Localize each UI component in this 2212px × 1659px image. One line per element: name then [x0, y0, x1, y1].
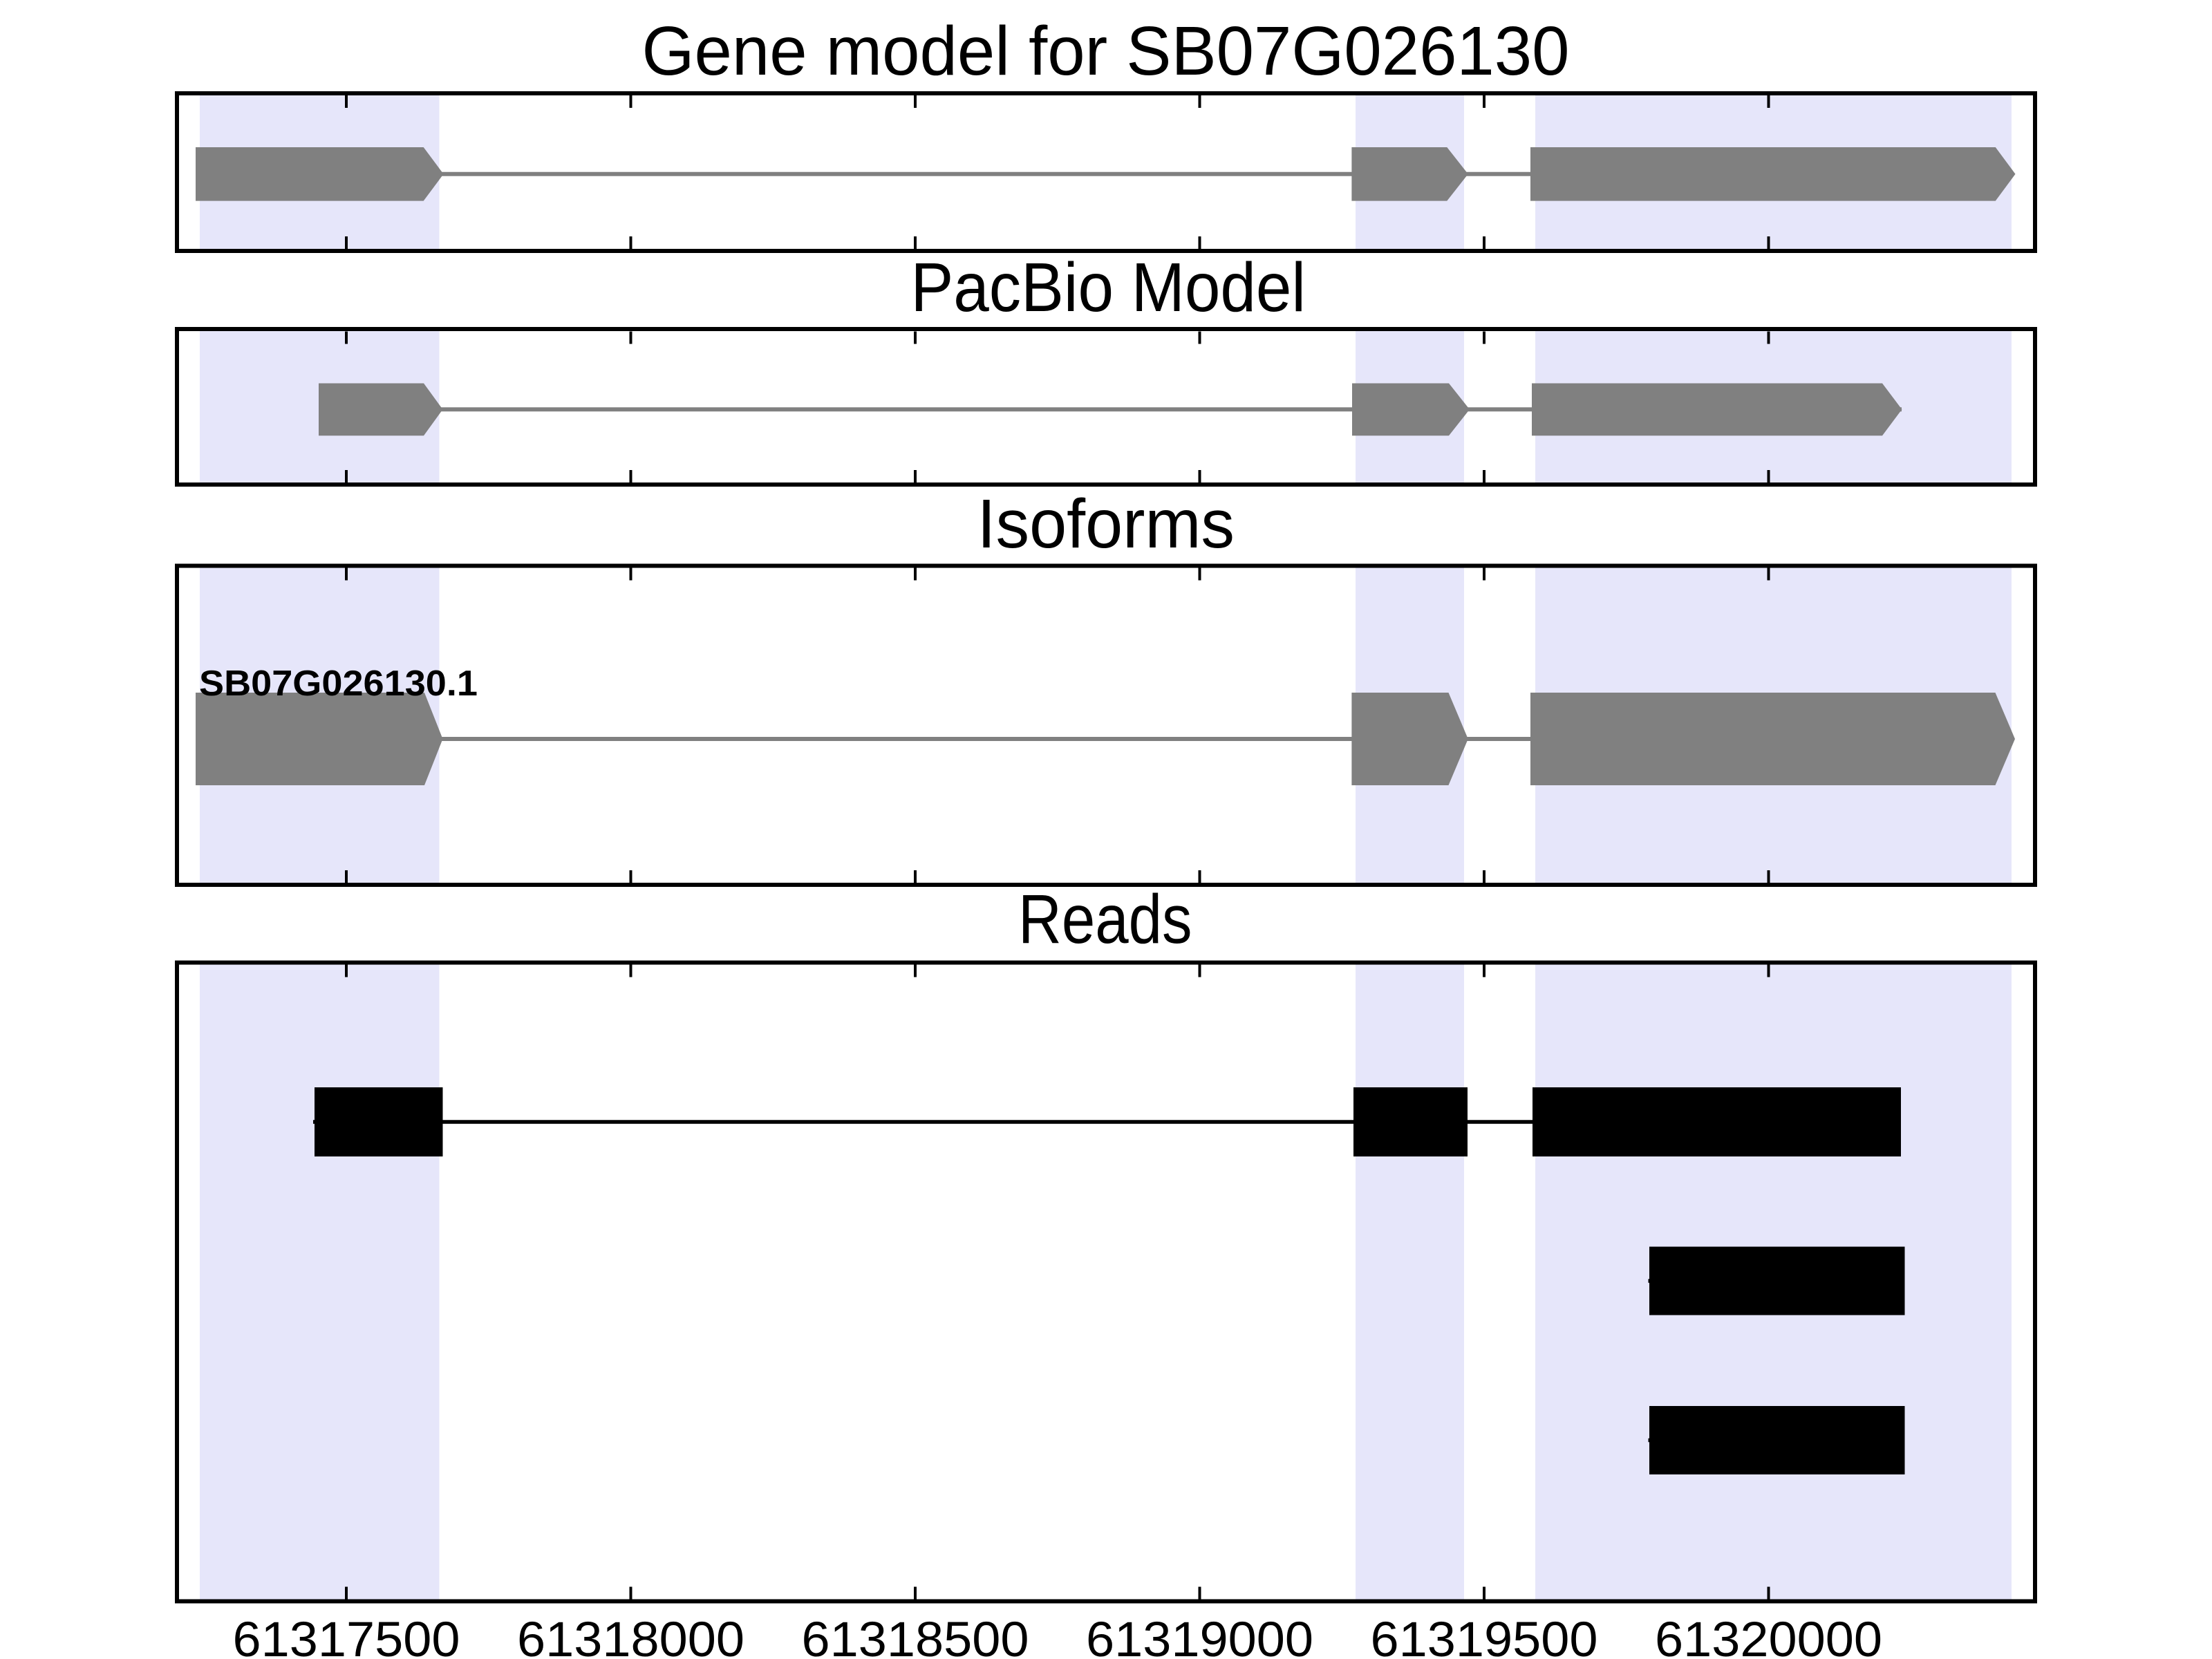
svg-text:Gene model for SB07G026130: Gene model for SB07G026130	[642, 12, 1570, 90]
svg-text:61317500: 61317500	[233, 1613, 460, 1659]
svg-text:PacBio Model: PacBio Model	[911, 249, 1306, 326]
svg-text:61319500: 61319500	[1371, 1613, 1598, 1659]
svg-text:61320000: 61320000	[1655, 1613, 1882, 1659]
svg-text:61319000: 61319000	[1086, 1613, 1313, 1659]
svg-text:Reads: Reads	[1018, 881, 1192, 958]
svg-text:Isoforms: Isoforms	[977, 485, 1235, 563]
svg-text:SB07G026130.1: SB07G026130.1	[199, 664, 478, 704]
svg-text:61318000: 61318000	[517, 1613, 744, 1659]
svg-text:61318500: 61318500	[802, 1613, 1029, 1659]
